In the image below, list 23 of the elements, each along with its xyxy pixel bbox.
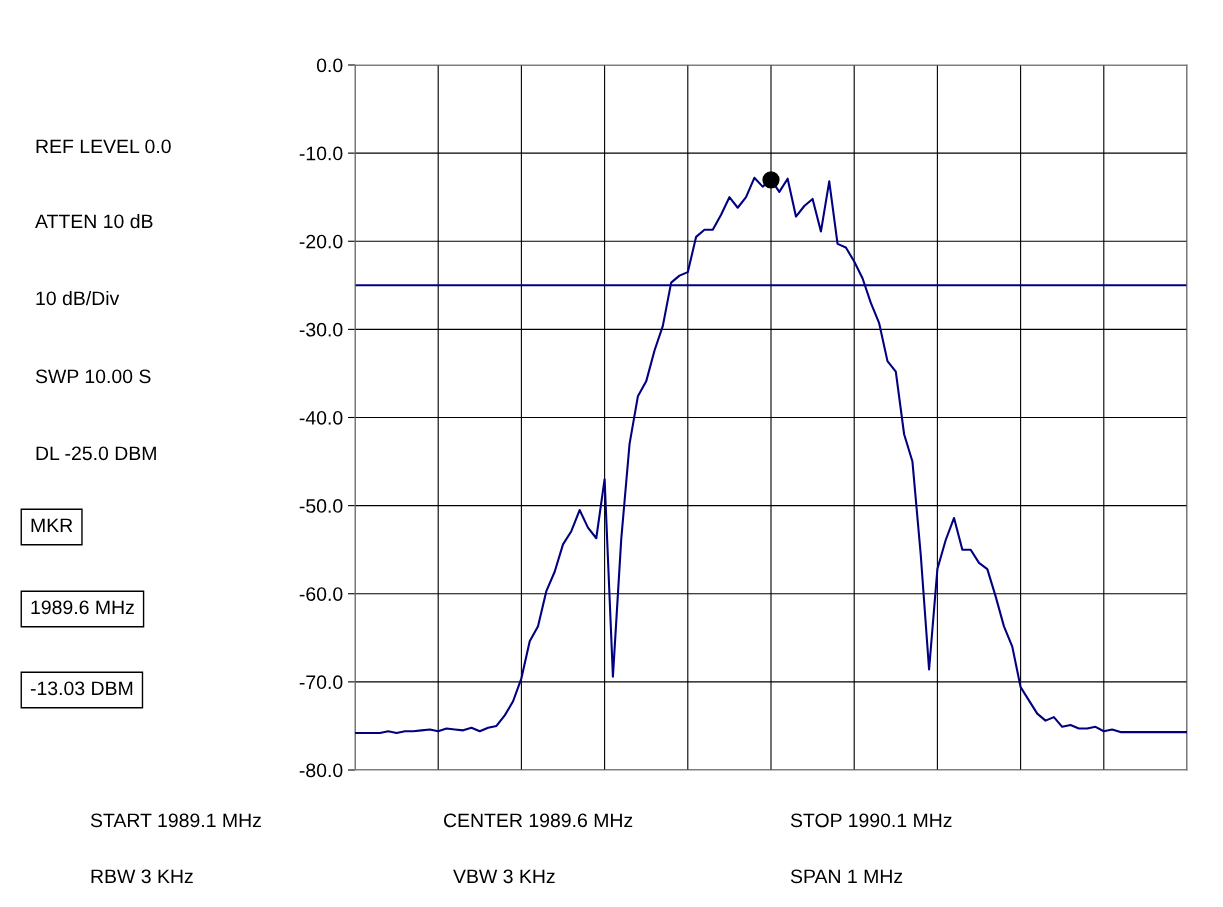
text: ATTEN 10 dB xyxy=(35,213,153,229)
y-tick-label: 0.0 xyxy=(316,58,343,73)
y-tick-label: -50.0 xyxy=(299,499,343,513)
y-tick-label: -70.0 xyxy=(299,675,343,690)
text: DL -25.0 DBM xyxy=(36,446,156,461)
y-tick-label: -30.0 xyxy=(299,322,343,337)
text: VBW 3 KHz xyxy=(453,869,555,884)
y-tick-label: -10.0 xyxy=(299,146,343,161)
y-tick-label: -80.0 xyxy=(299,763,343,778)
y-tick-label: -20.0 xyxy=(299,234,343,249)
text: RBW 3 KHz xyxy=(91,869,193,884)
text: MKR xyxy=(31,518,73,533)
text: -13.03 DBM xyxy=(30,681,133,696)
y-tick-label: -60.0 xyxy=(299,587,343,601)
text: SWP 10.00 S xyxy=(35,369,151,384)
text: STOP 1990.1 MHz xyxy=(790,813,952,828)
text: START 1989.1 MHz xyxy=(90,813,261,828)
text: CENTER 1989.6 MHz xyxy=(443,813,633,828)
y-tick-label: -40.0 xyxy=(299,410,343,425)
text: 1989.6 MHz xyxy=(31,600,134,615)
text: 10 dB/Div xyxy=(36,290,120,306)
text: SPAN 1 MHz xyxy=(790,869,903,884)
text: REF LEVEL 0.0 xyxy=(36,139,171,154)
